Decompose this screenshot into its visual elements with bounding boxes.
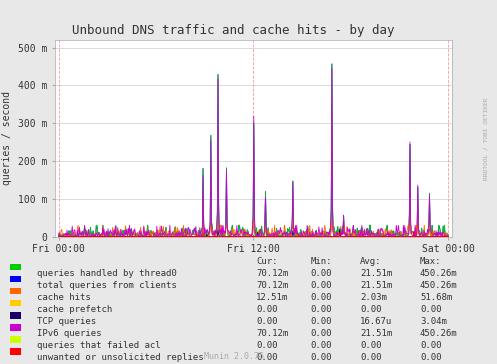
Text: 21.51m: 21.51m [360,269,393,278]
Text: 0.00: 0.00 [420,305,441,314]
Text: 70.12m: 70.12m [256,281,288,290]
Text: 0.00: 0.00 [360,353,382,362]
Text: 2.03m: 2.03m [360,293,387,302]
Y-axis label: queries / second: queries / second [2,91,12,185]
Text: 450.26m: 450.26m [420,281,458,290]
Text: 16.67u: 16.67u [360,317,393,326]
Text: 70.12m: 70.12m [256,329,288,338]
Text: cache prefetch: cache prefetch [37,305,112,314]
Text: queries that failed acl: queries that failed acl [37,341,161,350]
Text: 0.00: 0.00 [311,341,332,350]
Text: Munin 2.0.75: Munin 2.0.75 [204,352,263,361]
Text: 0.00: 0.00 [256,341,277,350]
Text: Cur:: Cur: [256,257,277,266]
Text: 12.51m: 12.51m [256,293,288,302]
Text: TCP queries: TCP queries [37,317,96,326]
Text: cache hits: cache hits [37,293,91,302]
Text: 51.68m: 51.68m [420,293,452,302]
Text: 0.00: 0.00 [420,353,441,362]
Text: 3.04m: 3.04m [420,317,447,326]
Text: 21.51m: 21.51m [360,329,393,338]
Text: 0.00: 0.00 [360,341,382,350]
Text: Min:: Min: [311,257,332,266]
Text: 0.00: 0.00 [360,305,382,314]
Text: 0.00: 0.00 [311,329,332,338]
Text: 0.00: 0.00 [311,353,332,362]
Text: IPv6 queries: IPv6 queries [37,329,102,338]
Text: 0.00: 0.00 [311,281,332,290]
Text: 450.26m: 450.26m [420,329,458,338]
Text: 450.26m: 450.26m [420,269,458,278]
Text: 0.00: 0.00 [311,293,332,302]
Text: 0.00: 0.00 [420,341,441,350]
Text: 0.00: 0.00 [311,269,332,278]
Text: 0.00: 0.00 [311,305,332,314]
Text: 70.12m: 70.12m [256,269,288,278]
Text: 0.00: 0.00 [256,317,277,326]
Text: Unbound DNS traffic and cache hits - by day: Unbound DNS traffic and cache hits - by … [73,24,395,37]
Text: unwanted or unsolicited replies: unwanted or unsolicited replies [37,353,204,362]
Text: 21.51m: 21.51m [360,281,393,290]
Text: Avg:: Avg: [360,257,382,266]
Text: RRDTOOL / TOBI OETIKER: RRDTOOL / TOBI OETIKER [484,97,489,179]
Text: total queries from clients: total queries from clients [37,281,177,290]
Text: 0.00: 0.00 [256,353,277,362]
Text: 0.00: 0.00 [311,317,332,326]
Text: Max:: Max: [420,257,441,266]
Text: queries handled by thread0: queries handled by thread0 [37,269,177,278]
Text: 0.00: 0.00 [256,305,277,314]
